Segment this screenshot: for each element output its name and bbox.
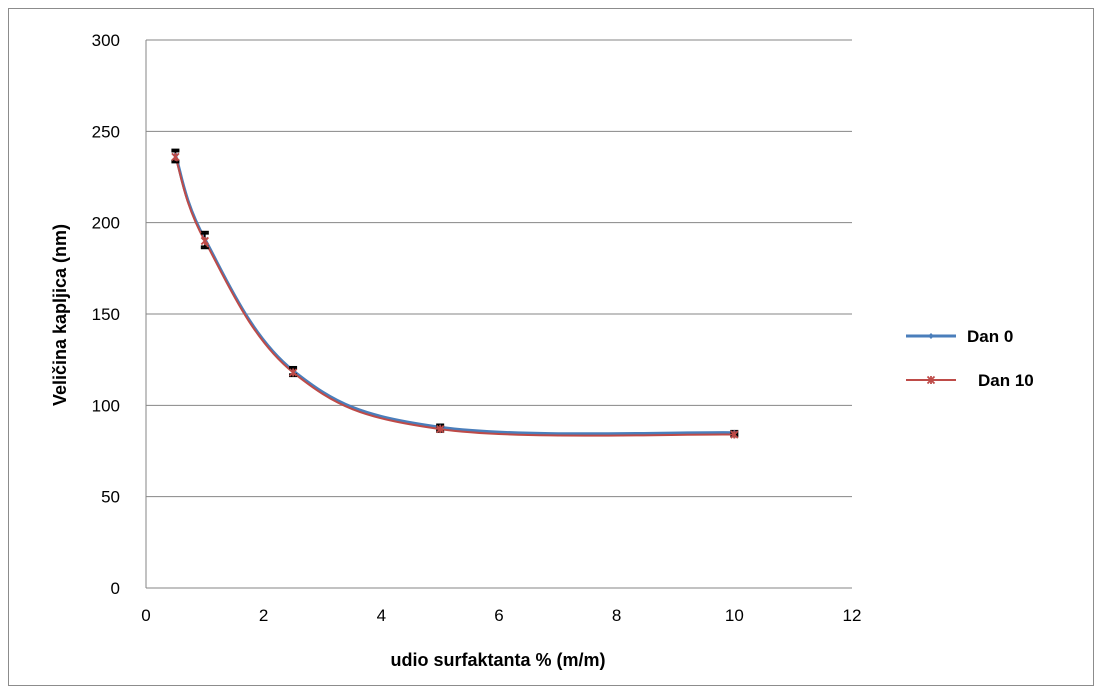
x-tick-label: 4 <box>377 606 386 625</box>
data-point <box>171 152 180 162</box>
x-tick-label: 2 <box>259 606 268 625</box>
y-axis-title: Veličina kapljica (nm) <box>50 224 70 406</box>
data-point <box>436 424 445 434</box>
legend-marker <box>926 375 936 385</box>
legend: Dan 0 Dan 10 <box>906 327 1034 390</box>
y-tick-label: 300 <box>92 31 120 50</box>
x-axis-title: udio surfaktanta % (m/m) <box>390 650 605 670</box>
gridlines <box>146 39 852 498</box>
legend-marker <box>928 333 934 339</box>
x-tick-label: 8 <box>612 606 621 625</box>
series-1 <box>171 150 739 439</box>
axes: 0 50 100 150 200 250 300 0 2 4 6 8 10 12 <box>92 31 862 625</box>
y-tick-label: 200 <box>92 214 120 233</box>
x-tick-label: 0 <box>141 606 150 625</box>
legend-label: Dan 10 <box>978 371 1034 390</box>
x-tick-label: 10 <box>725 606 744 625</box>
y-tick-label: 150 <box>92 305 120 324</box>
data-point <box>200 236 209 246</box>
series-line <box>173 154 735 436</box>
legend-item-1: Dan 10 <box>906 371 1034 390</box>
y-tick-label: 0 <box>111 579 120 598</box>
chart-area <box>8 8 1094 686</box>
y-tick-label: 50 <box>101 488 120 507</box>
y-tick-label: 250 <box>92 122 120 141</box>
series-line <box>174 156 735 437</box>
data-point <box>288 368 298 377</box>
x-tick-label: 12 <box>843 606 862 625</box>
y-tick-label: 100 <box>92 396 120 415</box>
data-point <box>730 430 739 439</box>
legend-label: Dan 0 <box>967 327 1013 346</box>
legend-item-0: Dan 0 <box>906 327 1013 346</box>
series-group <box>171 148 739 439</box>
series-0 <box>171 148 739 436</box>
x-tick-label: 6 <box>494 606 503 625</box>
